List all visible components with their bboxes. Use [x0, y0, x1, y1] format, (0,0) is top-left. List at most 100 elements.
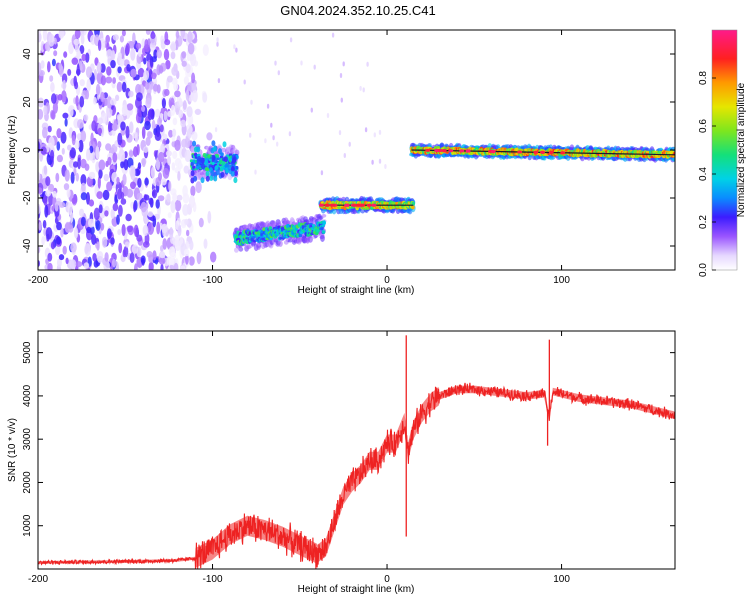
heatmap-cell — [54, 203, 59, 212]
heatmap-cell — [217, 78, 221, 84]
snr-plot-area — [38, 331, 675, 569]
heatmap-cell — [216, 41, 219, 47]
heatmap-cell — [134, 168, 141, 177]
heatmap-cell — [289, 37, 293, 43]
heatmap-cell — [159, 251, 166, 259]
heatmap-cell — [189, 240, 194, 251]
heatmap-cell — [58, 30, 65, 39]
heatmap-cell — [61, 90, 67, 103]
x-tick-label: 100 — [553, 574, 570, 585]
heatmap-cell — [83, 262, 90, 269]
heatmap-cell — [156, 49, 162, 59]
heatmap-cell — [186, 106, 193, 118]
heatmap-cell — [116, 81, 123, 93]
heatmap-cell — [141, 158, 146, 168]
x-tick-label: -100 — [203, 574, 223, 585]
heatmap-cell — [40, 146, 47, 155]
heatmap-cell — [119, 35, 124, 43]
heatmap-cell — [91, 120, 97, 132]
heatmap-cell — [80, 216, 86, 227]
heatmap-cell — [152, 215, 157, 228]
heatmap-cell — [92, 252, 97, 262]
heatmap-cell — [205, 175, 210, 182]
heatmap-cell — [223, 156, 228, 163]
heatmap-cell — [133, 224, 139, 237]
heatmap-cell — [187, 31, 193, 44]
heatmap-cell — [141, 105, 146, 112]
heatmap-cell — [47, 252, 53, 262]
heatmap-cell — [38, 108, 44, 120]
heatmap-cell — [144, 177, 149, 186]
heatmap-cell — [90, 132, 94, 145]
heatmap-cell — [74, 81, 79, 90]
heatmap-cell — [180, 119, 187, 128]
heatmap-cell — [145, 136, 151, 146]
heatmap-cell — [310, 107, 313, 113]
heatmap-feature-cluster — [189, 140, 240, 184]
heatmap-hotspot — [465, 149, 471, 153]
heatmap-cell — [340, 97, 343, 103]
heatmap-cell — [120, 160, 125, 169]
heatmap-cell — [144, 120, 151, 131]
heatmap-hotspot — [319, 203, 324, 207]
heatmap-cell — [130, 167, 136, 181]
heatmap-cell — [210, 170, 215, 177]
heatmap-cell — [86, 226, 92, 234]
heatmap-cell — [143, 146, 149, 154]
heatmap-cell — [70, 242, 77, 253]
heatmap-cell — [190, 170, 195, 177]
heatmap-cell — [177, 171, 181, 181]
heatmap-cell — [97, 141, 102, 149]
x-tick-label: -200 — [28, 574, 48, 585]
heatmap-feature-band — [232, 213, 327, 253]
heatmap-cell — [117, 188, 123, 200]
y-tick-label: 3000 — [22, 428, 33, 451]
heatmap-cell — [270, 122, 273, 128]
heatmap-cell — [158, 172, 162, 182]
heatmap-cell — [183, 248, 190, 257]
heatmap-cell — [143, 70, 150, 81]
heatmap-cell — [97, 176, 101, 189]
heatmap-cell — [198, 217, 204, 228]
heatmap-cell — [81, 182, 86, 192]
heatmap-cell — [174, 139, 181, 151]
heatmap-cell — [50, 82, 55, 93]
heatmap-cell — [136, 234, 143, 242]
heatmap-cell — [64, 169, 70, 182]
heatmap-cell — [89, 226, 95, 235]
x-tick-label: 100 — [553, 275, 570, 286]
heatmap-cell — [112, 77, 116, 84]
heatmap-cell — [135, 42, 142, 50]
heatmap-cell — [125, 43, 130, 55]
heatmap-cell — [134, 263, 138, 270]
heatmap-cell — [41, 236, 45, 246]
heatmap-cell — [141, 126, 146, 139]
heatmap-cell — [151, 56, 157, 63]
heatmap-cell — [188, 94, 194, 102]
heatmap-cell — [154, 132, 162, 141]
heatmap-cell — [71, 197, 77, 204]
heatmap-cell — [78, 139, 84, 153]
heatmap-cell — [92, 97, 97, 105]
heatmap-cell — [170, 104, 176, 116]
heatmap-cell — [95, 220, 101, 231]
heatmap-cell — [163, 48, 170, 61]
heatmap-cell — [104, 252, 109, 262]
heatmap-cell — [188, 116, 194, 126]
heatmap-cell — [185, 253, 189, 265]
heatmap-cell — [122, 173, 127, 186]
heatmap-cell — [182, 100, 187, 111]
heatmap-cell — [170, 51, 176, 60]
heatmap-cell — [79, 208, 85, 217]
heatmap-cell — [128, 150, 134, 157]
y-tick-label: 40 — [22, 48, 33, 60]
heatmap-cell — [186, 128, 192, 139]
heatmap-cell — [69, 147, 77, 159]
heatmap-cell — [62, 112, 69, 119]
heatmap-cell — [133, 146, 138, 158]
snr-x-ticks: -200 -100 0 100 — [28, 331, 570, 585]
heatmap-hotspot — [344, 203, 349, 207]
heatmap-cell — [190, 53, 197, 67]
heatmap-cell — [171, 66, 178, 76]
heatmap-cell — [321, 230, 326, 234]
